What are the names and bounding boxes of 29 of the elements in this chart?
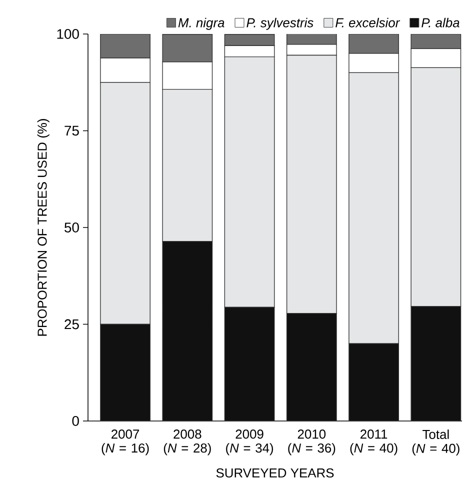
- y-tick-label: 0: [72, 416, 79, 426]
- y-tick-label: 50: [64, 222, 79, 232]
- legend-label: P. alba: [422, 18, 460, 28]
- x-tick-label: 2011 (N = 40): [350, 430, 398, 456]
- bar: [224, 306, 275, 421]
- legend-label: M. nigra: [178, 18, 224, 30]
- x-tick-label: 2009 (N = 34): [226, 430, 274, 456]
- bar: [100, 34, 150, 58]
- bar: [410, 34, 462, 50]
- x-tick-label: 2008 (N = 28): [164, 430, 211, 456]
- x-tick-label: 2007 (N = 16): [102, 430, 149, 456]
- y-tick-label: 25: [64, 319, 79, 330]
- bar: [162, 34, 213, 62]
- bar: [286, 34, 337, 45]
- bar: [410, 306, 462, 421]
- legend-label: P. sylvestris: [246, 18, 314, 30]
- x-axis-title: SURVEYED YEARS: [216, 468, 334, 478]
- bar: [348, 34, 399, 54]
- bar: [348, 343, 399, 421]
- bar: [100, 324, 150, 421]
- y-tick-label: 100: [57, 29, 79, 39]
- bar: [286, 313, 337, 421]
- x-tick-label: 2010 (N = 36): [288, 430, 336, 456]
- legend-label: F. excelsior: [336, 18, 400, 28]
- y-axis-title: PROPORTION OF TREES USED (%): [37, 119, 50, 336]
- bar: [224, 34, 275, 46]
- bar: [162, 241, 213, 421]
- y-tick-label: 75: [64, 126, 79, 136]
- x-tick-label: Total (N = 40): [412, 430, 460, 456]
